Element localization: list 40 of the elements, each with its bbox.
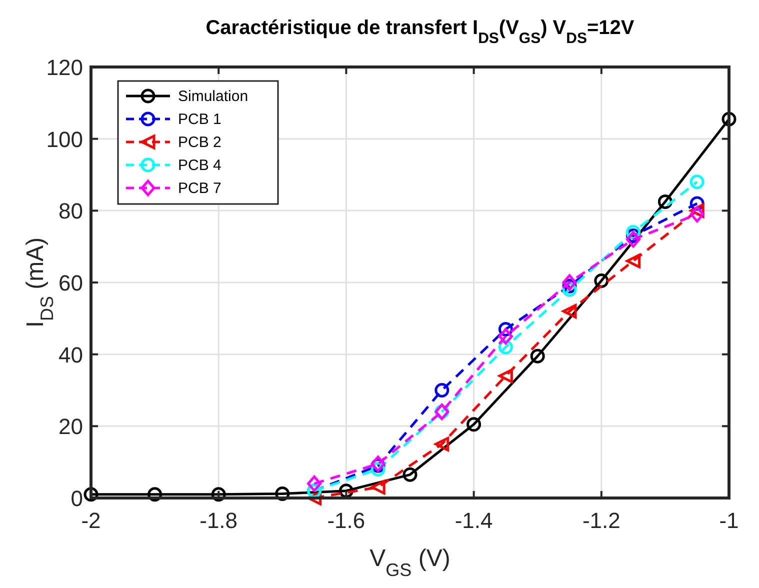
y-tick-label: 40	[58, 342, 83, 368]
legend-label: PCB 2	[178, 134, 222, 151]
point	[498, 328, 513, 345]
point	[562, 304, 577, 318]
legend-label: PCB 4	[178, 157, 222, 174]
point	[562, 274, 577, 291]
point	[307, 475, 322, 492]
legend-label: PCB 1	[178, 111, 222, 128]
point	[148, 487, 162, 502]
legend-label: Simulation	[178, 88, 248, 105]
point	[626, 254, 641, 268]
x-tick-label: -1.6	[327, 508, 366, 533]
y-tick-label: 60	[58, 270, 83, 296]
point	[211, 487, 226, 502]
point	[498, 368, 513, 384]
y-tick-label: 80	[58, 198, 83, 224]
y-tick-label: 120	[46, 55, 83, 80]
point	[690, 174, 704, 190]
legend-label: PCB 7	[178, 180, 222, 197]
x-tick-label: -2	[81, 508, 101, 533]
point	[722, 112, 736, 126]
point	[434, 383, 450, 398]
point	[690, 206, 704, 223]
point	[275, 486, 290, 501]
point	[626, 231, 641, 248]
x-tick-label: -1	[719, 508, 739, 533]
x-tick-label: -1.4	[454, 508, 493, 533]
point	[370, 480, 386, 494]
point	[84, 487, 98, 502]
y-tick-label: 100	[46, 126, 83, 152]
x-axis-title: V$_{GS}$ (V)	[370, 545, 450, 580]
point	[402, 467, 418, 482]
point	[466, 417, 482, 432]
chart-title: Caractéristique de transfert I$_{DS}$(V$_{GS}$) V$_{DS}$=12V	[206, 17, 635, 46]
x-tick-label: -1.8	[200, 508, 238, 533]
y-tick-label: 20	[58, 414, 83, 440]
y-tick-label: 0	[70, 486, 83, 511]
point	[434, 436, 450, 452]
point	[530, 348, 545, 364]
x-tick-label: -1.2	[582, 508, 620, 533]
